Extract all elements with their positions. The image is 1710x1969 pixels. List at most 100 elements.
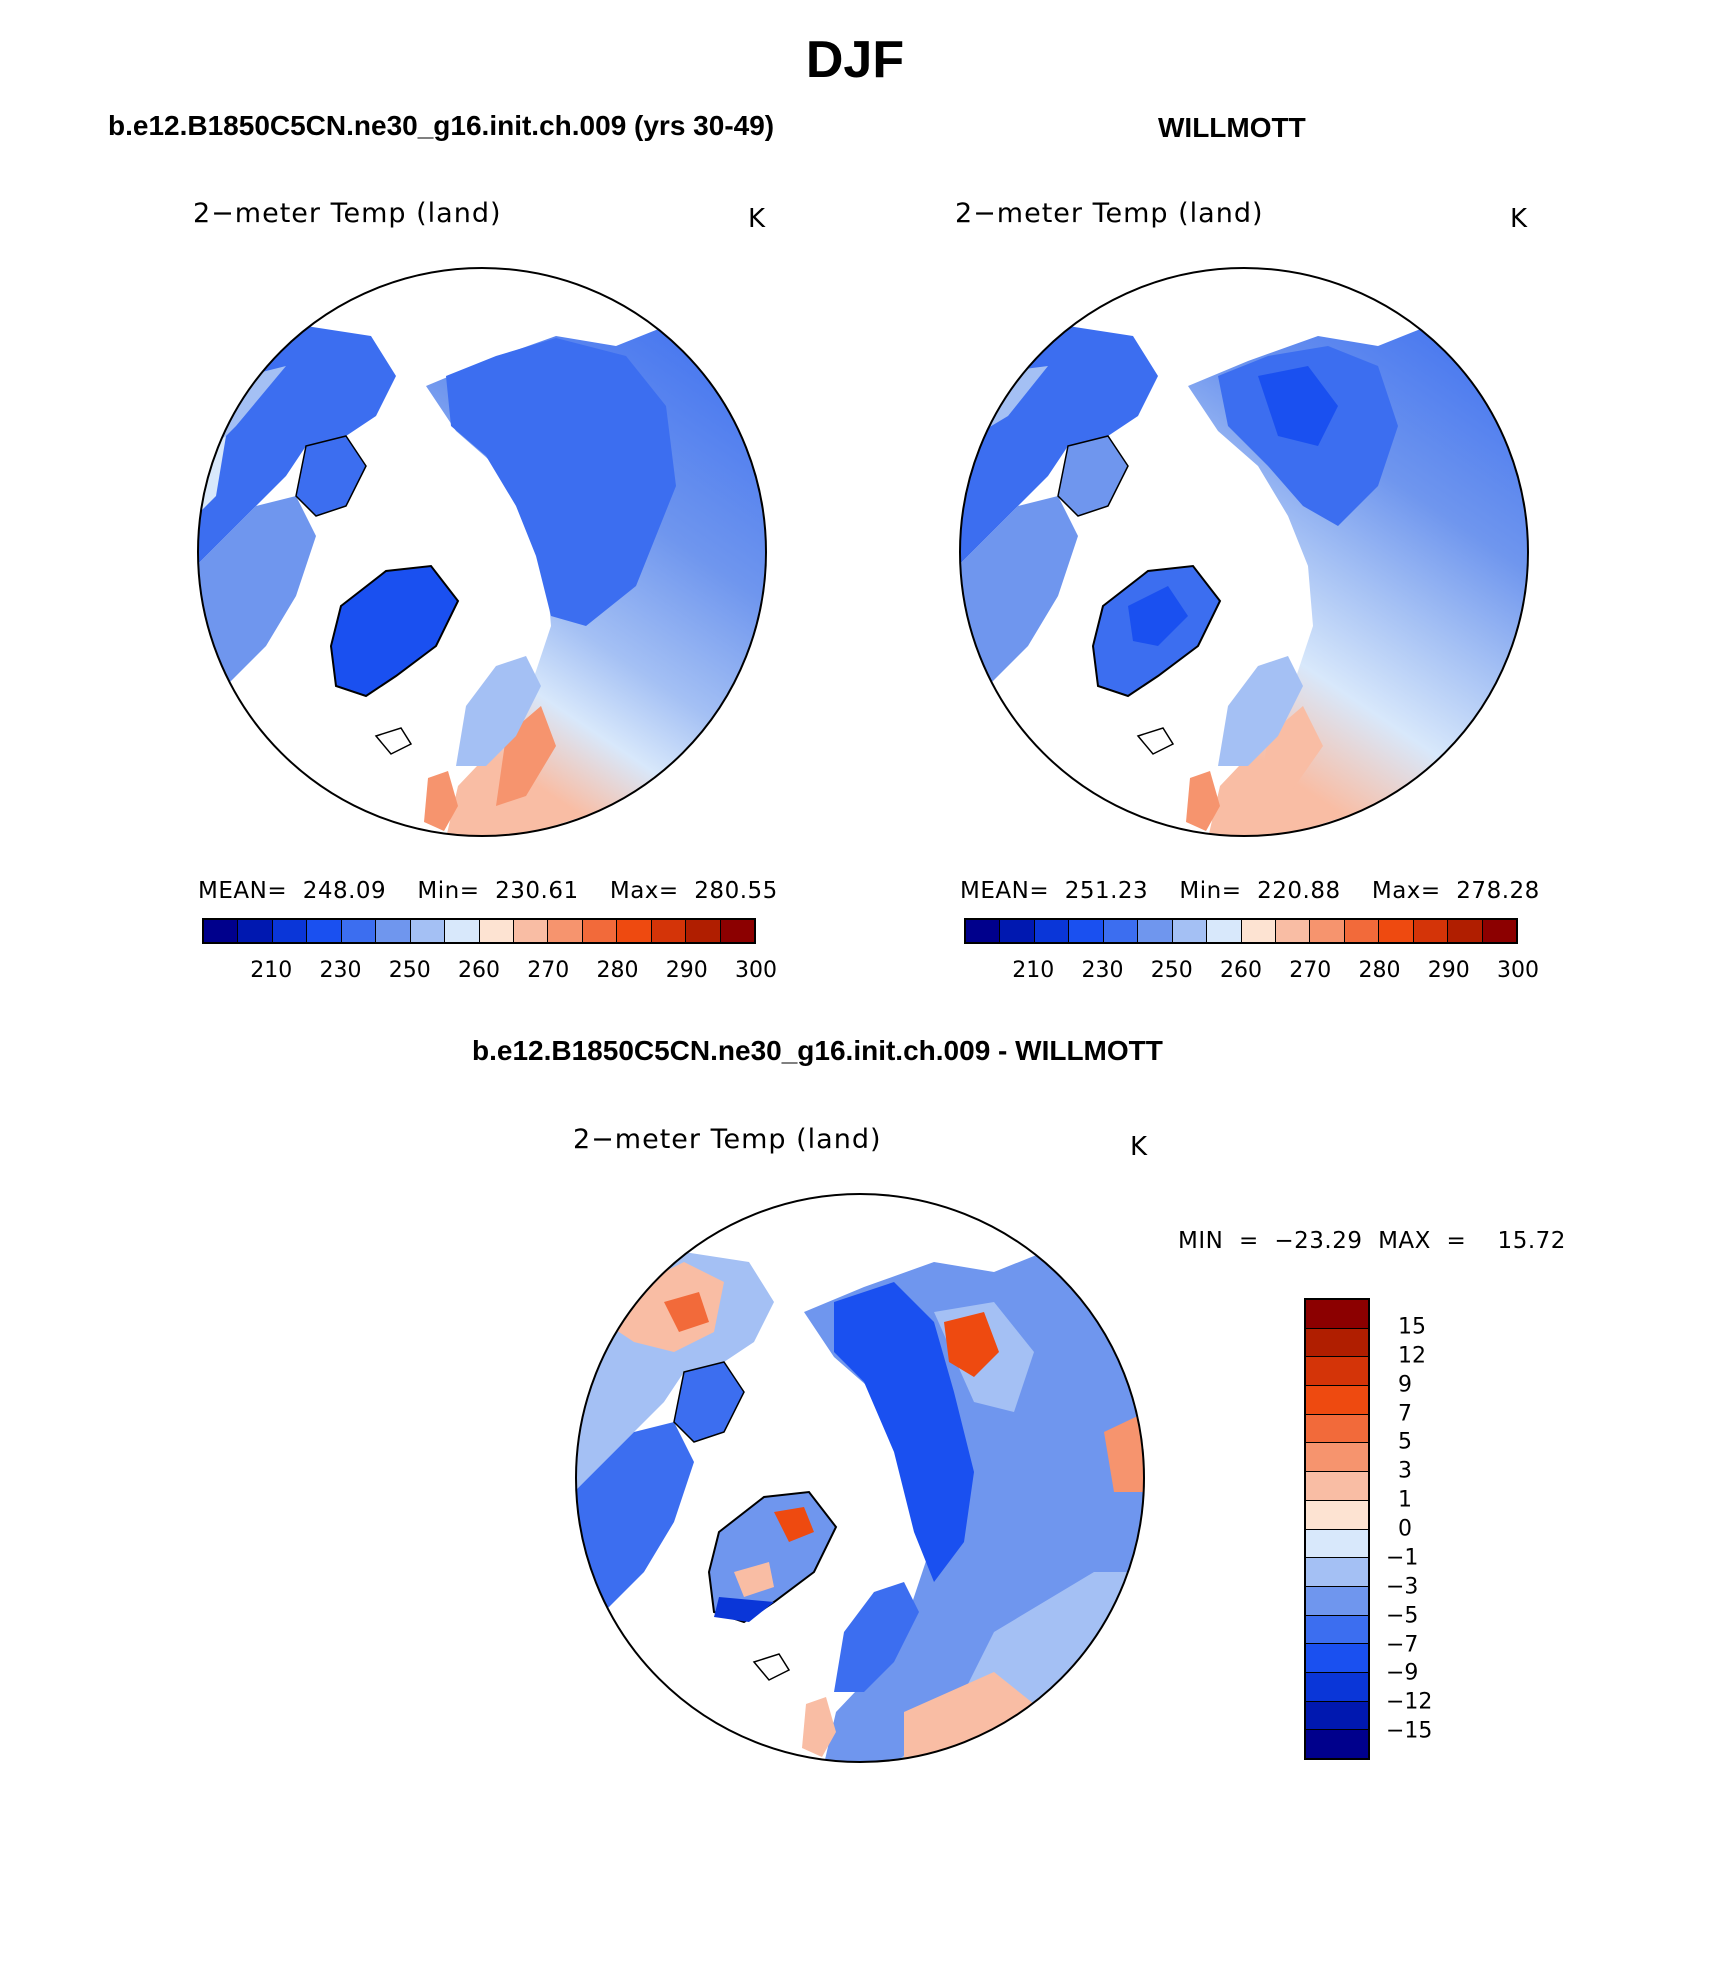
diff-colorbar-tick-label: −12 <box>1386 1689 1433 1715</box>
model-units: K <box>748 204 766 234</box>
diff-colorbar-swatch <box>1306 1558 1368 1587</box>
obs-colorbar-tick-label: 300 <box>1497 958 1539 983</box>
diff-colorbar-tick-label: −9 <box>1386 1660 1419 1686</box>
diff-colorbar-tick-label: −1 <box>1386 1545 1419 1571</box>
model-colorbar-ticks: 210 230 250 260 270 280 290 300 <box>202 958 777 988</box>
diff-colorbar-tick-label: 3 <box>1398 1458 1412 1484</box>
obs-colorbar-swatch <box>1000 920 1035 942</box>
diff-colorbar <box>1304 1298 1370 1760</box>
obs-colorbar-swatch <box>1103 920 1139 942</box>
diff-colorbar-swatch <box>1306 1443 1368 1473</box>
obs-colorbar <box>964 918 1518 944</box>
model-colorbar-swatch <box>548 920 583 942</box>
diff-variable-title: 2−meter Temp (land) <box>573 1124 882 1155</box>
diff-polar-map <box>575 1193 1145 1763</box>
diff-colorbar-swatch <box>1306 1386 1368 1415</box>
obs-colorbar-swatch <box>1172 920 1208 942</box>
diff-colorbar-tick-label: 1 <box>1398 1487 1412 1513</box>
model-colorbar-swatch <box>238 920 273 942</box>
model-colorbar-swatch <box>513 920 549 942</box>
obs-variable-title: 2−meter Temp (land) <box>955 198 1264 229</box>
diff-colorbar-swatch <box>1306 1357 1368 1387</box>
diff-colorbar-tick-label: −15 <box>1386 1718 1433 1744</box>
diff-colorbar-swatch <box>1306 1328 1368 1358</box>
obs-stats: MEAN= 251.23 Min= 220.88 Max= 278.28 <box>960 878 1540 904</box>
obs-colorbar-tick-label: 270 <box>1289 958 1332 983</box>
model-colorbar <box>202 918 756 944</box>
diff-colorbar-tick-label: 9 <box>1398 1372 1412 1398</box>
page-title: DJF <box>805 31 905 89</box>
model-colorbar-tick-label: 210 <box>250 958 293 983</box>
obs-polar-map <box>959 267 1529 837</box>
obs-colorbar-swatch <box>1413 920 1449 942</box>
diff-colorbar-tick-label: 5 <box>1398 1429 1412 1455</box>
diff-colorbar-swatch <box>1306 1500 1368 1530</box>
diff-colorbar-tick-label: 15 <box>1398 1314 1426 1340</box>
obs-colorbar-tick-label: 250 <box>1150 958 1193 983</box>
obs-colorbar-swatch <box>1138 920 1173 942</box>
model-colorbar-swatch <box>479 920 514 942</box>
obs-colorbar-swatch <box>1275 920 1311 942</box>
diff-colorbar-tick-label: −5 <box>1386 1603 1419 1629</box>
diff-colorbar-swatch <box>1306 1615 1368 1645</box>
obs-units: K <box>1510 204 1528 234</box>
diff-colorbar-tick-label: 7 <box>1398 1401 1412 1426</box>
obs-colorbar-swatch <box>1310 920 1345 942</box>
diff-colorbar-swatch <box>1306 1701 1368 1731</box>
diff-colorbar-tick-label: 0 <box>1398 1516 1412 1542</box>
obs-colorbar-swatch <box>1344 920 1380 942</box>
model-colorbar-swatch <box>720 920 754 942</box>
obs-colorbar-swatch <box>1034 920 1070 942</box>
diff-colorbar-swatch <box>1306 1529 1368 1559</box>
diff-stats: MIN = −23.29 MAX = 15.72 <box>1178 1228 1566 1254</box>
model-colorbar-swatch <box>204 920 239 942</box>
obs-colorbar-swatch <box>1241 920 1276 942</box>
model-colorbar-swatch <box>617 920 652 942</box>
model-colorbar-swatch <box>307 920 342 942</box>
model-colorbar-tick-label: 290 <box>665 958 708 983</box>
diff-colorbar-swatch <box>1306 1586 1368 1616</box>
diff-case-title: b.e12.B1850C5CN.ne30_g16.init.ch.009 - W… <box>472 1035 1163 1066</box>
obs-colorbar-swatch <box>1448 920 1483 942</box>
diff-colorbar-swatch <box>1306 1472 1368 1501</box>
diff-colorbar-tick-label: 12 <box>1398 1343 1426 1369</box>
model-colorbar-tick-label: 230 <box>319 958 362 983</box>
model-colorbar-swatch <box>582 920 618 942</box>
model-colorbar-swatch <box>376 920 411 942</box>
obs-colorbar-tick-label: 290 <box>1427 958 1470 983</box>
model-polar-map <box>197 267 767 837</box>
model-colorbar-swatch <box>272 920 308 942</box>
model-stats: MEAN= 248.09 Min= 230.61 Max= 280.55 <box>198 878 778 904</box>
model-colorbar-tick-label: 300 <box>735 958 777 983</box>
model-colorbar-tick-label: 260 <box>458 958 500 983</box>
obs-colorbar-swatch <box>1482 920 1516 942</box>
model-colorbar-swatch <box>651 920 687 942</box>
diff-colorbar-ticks: 15 12 9 7 5 3 1 0 −1 −3 −5 −7 −9 −12 −15 <box>1386 1298 1506 1760</box>
diff-colorbar-swatch <box>1306 1414 1368 1444</box>
obs-colorbar-tick-label: 210 <box>1012 958 1055 983</box>
diff-colorbar-swatch <box>1306 1644 1368 1673</box>
diff-colorbar-swatch <box>1306 1672 1368 1702</box>
model-colorbar-swatch <box>686 920 721 942</box>
model-case-title: b.e12.B1850C5CN.ne30_g16.init.ch.009 (yr… <box>108 110 775 141</box>
obs-colorbar-tick-label: 280 <box>1358 958 1401 983</box>
diff-colorbar-swatch <box>1306 1300 1368 1329</box>
obs-colorbar-ticks: 210 230 250 260 270 280 290 300 <box>964 958 1539 988</box>
model-colorbar-tick-label: 280 <box>596 958 639 983</box>
model-colorbar-tick-label: 250 <box>388 958 431 983</box>
obs-colorbar-swatch <box>1069 920 1104 942</box>
obs-colorbar-swatch <box>1379 920 1414 942</box>
model-colorbar-swatch <box>341 920 377 942</box>
diff-colorbar-swatch <box>1306 1730 1368 1758</box>
obs-colorbar-tick-label: 260 <box>1220 958 1262 983</box>
diff-units: K <box>1130 1132 1148 1162</box>
obs-colorbar-swatch <box>966 920 1001 942</box>
obs-colorbar-tick-label: 230 <box>1081 958 1124 983</box>
model-colorbar-tick-label: 270 <box>527 958 570 983</box>
model-colorbar-swatch <box>410 920 446 942</box>
obs-case-title: WILLMOTT <box>1158 112 1306 143</box>
diff-colorbar-tick-label: −7 <box>1386 1632 1419 1657</box>
model-variable-title: 2−meter Temp (land) <box>193 198 502 229</box>
model-colorbar-swatch <box>445 920 480 942</box>
diff-colorbar-tick-label: −3 <box>1386 1574 1419 1600</box>
